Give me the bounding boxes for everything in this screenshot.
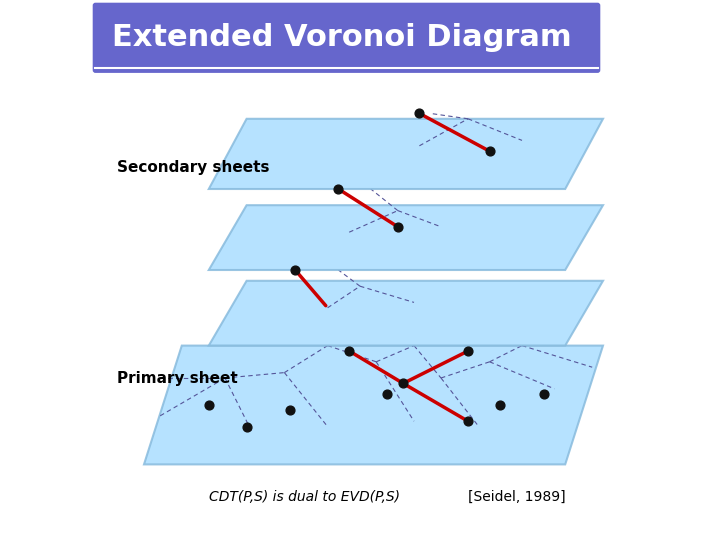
Point xyxy=(240,422,253,431)
Point xyxy=(538,390,549,399)
FancyBboxPatch shape xyxy=(85,0,635,540)
Text: Extended Voronoi Diagram: Extended Voronoi Diagram xyxy=(112,23,571,52)
Polygon shape xyxy=(209,205,603,270)
FancyBboxPatch shape xyxy=(93,3,600,73)
Polygon shape xyxy=(144,346,603,464)
Point xyxy=(397,379,409,388)
Point xyxy=(289,266,301,274)
Text: Primary sheet: Primary sheet xyxy=(117,370,238,386)
Point xyxy=(343,347,355,355)
Point xyxy=(392,222,403,231)
Point xyxy=(462,417,474,426)
Point xyxy=(484,147,495,156)
Point xyxy=(495,401,506,409)
Text: Secondary sheets: Secondary sheets xyxy=(117,160,269,175)
Point xyxy=(284,406,296,415)
Text: CDT(P,S) is dual to EVD(P,S): CDT(P,S) is dual to EVD(P,S) xyxy=(209,490,400,504)
Polygon shape xyxy=(209,119,603,189)
Polygon shape xyxy=(209,281,603,346)
Text: [Seidel, 1989]: [Seidel, 1989] xyxy=(468,490,566,504)
Point xyxy=(462,347,474,355)
Point xyxy=(333,185,344,193)
Point xyxy=(203,401,215,409)
Point xyxy=(382,390,393,399)
Point xyxy=(413,109,425,118)
